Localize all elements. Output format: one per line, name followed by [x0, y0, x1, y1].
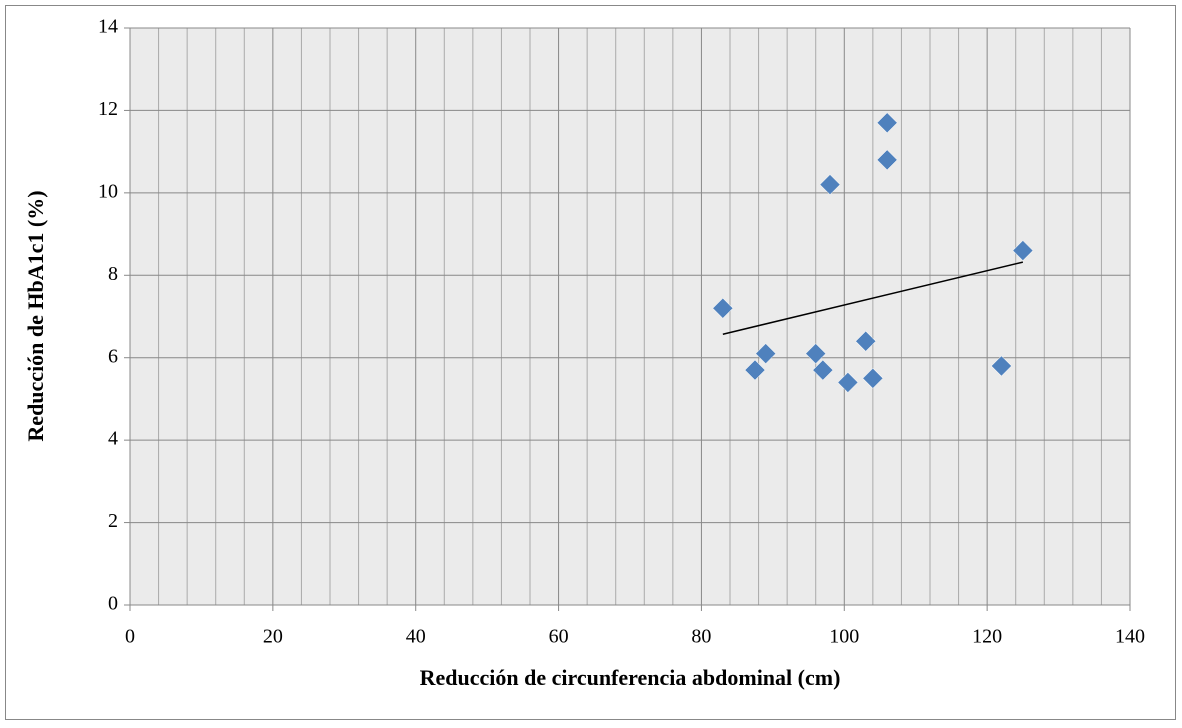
x-tick-label: 20	[263, 626, 283, 648]
x-tick-label: 120	[972, 626, 1002, 648]
point	[805, 343, 827, 364]
x-tick-label: 0	[125, 626, 135, 648]
y-tick-label: 12	[98, 98, 118, 120]
point	[876, 112, 898, 134]
point	[837, 372, 859, 393]
point	[991, 355, 1012, 377]
point	[744, 359, 766, 381]
point	[862, 367, 884, 389]
point	[876, 149, 898, 171]
point	[855, 330, 877, 352]
y-tick-label: 2	[108, 510, 118, 532]
x-tick-label: 80	[691, 626, 711, 648]
x-tick-label: 100	[829, 626, 859, 648]
x-axis-title: Reducción de circunferencia abdominal (c…	[420, 665, 841, 690]
y-axis-title: Reducción de HbA1c1 (%)	[23, 190, 48, 441]
point	[755, 343, 777, 364]
x-tick-label: 140	[1115, 626, 1145, 648]
y-tick-label: 6	[108, 345, 118, 367]
point	[819, 174, 841, 195]
point	[812, 359, 834, 381]
x-tick-label: 60	[549, 626, 569, 648]
y-tick-label: 10	[98, 180, 118, 202]
point	[712, 297, 734, 319]
trendline	[722, 261, 1024, 335]
y-tick-label: 0	[108, 593, 118, 615]
point	[1012, 240, 1034, 261]
y-tick-label: 14	[98, 16, 118, 38]
x-tick-label: 40	[406, 626, 426, 648]
y-tick-label: 4	[108, 428, 118, 450]
plot-area	[130, 28, 1130, 605]
y-tick-label: 8	[108, 263, 118, 285]
